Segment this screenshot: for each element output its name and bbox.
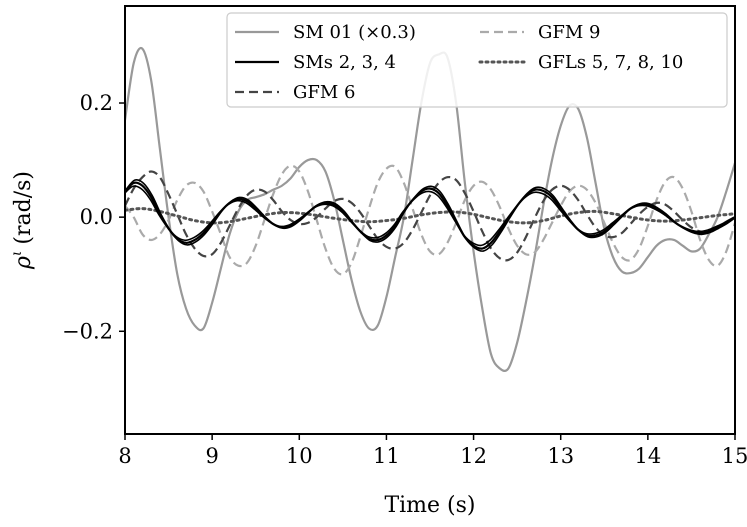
x-tick-label: 11 <box>373 444 400 468</box>
legend: SM 01 (×0.3) SMs 2, 3, 4 GFM 6 GFM 9 GFLs 5,… <box>226 12 728 108</box>
legend-label-3: GFM 9 <box>538 22 600 43</box>
x-tick-label: 14 <box>634 444 661 468</box>
series-line-2 <box>125 170 735 262</box>
x-tick-label: 15 <box>722 444 747 468</box>
y-axis-superscript: ι <box>9 251 25 257</box>
y-axis-label: ρι (rad/s) <box>9 171 36 270</box>
series-line-3 <box>125 164 735 276</box>
x-axis-label: Time (s) <box>384 493 475 518</box>
x-tick-label: 13 <box>547 444 574 468</box>
y-tick-label: 0.2 <box>80 91 113 115</box>
legend-label-1: SMs 2, 3, 4 <box>293 52 396 73</box>
y-axis-unit: (rad/s) <box>11 171 36 245</box>
x-tick-label: 10 <box>286 444 313 468</box>
legend-label-2: GFM 6 <box>293 82 355 103</box>
legend-label-0: SM 01 (×0.3) <box>293 22 416 43</box>
y-tick-label: 0.0 <box>80 205 113 229</box>
series-line-1-member <box>125 179 735 252</box>
y-axis-symbol: ρ <box>11 256 36 270</box>
plot-frame <box>124 5 736 435</box>
x-tick-label: 9 <box>205 444 218 468</box>
series-line-4 <box>125 207 735 225</box>
x-tick-label: 8 <box>118 444 131 468</box>
legend-label-4: GFLs 5, 7, 8, 10 <box>538 52 683 73</box>
series-line-1-member <box>125 185 735 247</box>
y-tick-label: −0.2 <box>62 319 113 343</box>
x-tick-label: 12 <box>460 444 487 468</box>
legend-box <box>226 12 728 108</box>
